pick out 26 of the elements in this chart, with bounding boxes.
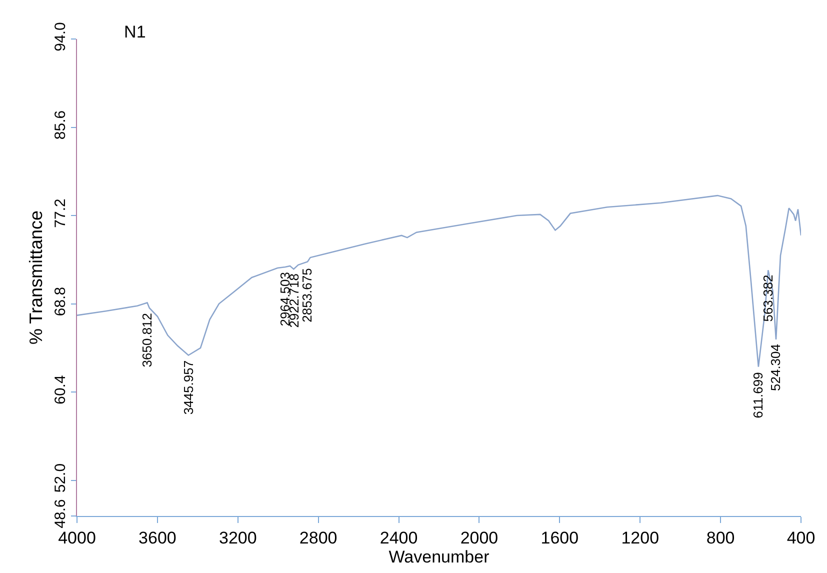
y-tick-label: 52.0 (52, 463, 69, 493)
y-tick-label: 48.6 (52, 499, 69, 528)
x-tick-label: 3600 (138, 528, 176, 548)
x-tick-label: 2800 (299, 528, 338, 548)
chart-title: N1 (124, 22, 146, 42)
x-tick-label: 3200 (218, 528, 257, 548)
annotation: 611.699 (750, 372, 766, 418)
y-tick-label: 85.6 (52, 110, 69, 140)
y-tick-label: 77.2 (52, 198, 69, 228)
y-tick-label: 60.4 (52, 375, 69, 404)
x-tick-label: 4000 (58, 528, 96, 548)
annotation: 3445.957 (181, 360, 196, 415)
y-tick-label: 68.8 (52, 286, 69, 316)
y-tick-label: 94.0 (52, 22, 69, 52)
x-tick-label: 1200 (621, 528, 660, 548)
annotation: 563.382 (760, 274, 776, 322)
annotation: 3650.812 (139, 312, 154, 368)
x-tick-label: 1600 (540, 528, 579, 548)
x-tick-label: 2400 (380, 528, 418, 548)
annotation: 2853.675 (300, 268, 315, 322)
x-axis-title: Wavenumber (388, 547, 490, 566)
x-tick-label: 800 (706, 528, 735, 548)
x-tick-label: 400 (786, 528, 816, 548)
annotation: 524.304 (768, 344, 784, 391)
x-tick-label: 2000 (460, 528, 498, 548)
y-axis-title: % Transmittance (26, 210, 46, 345)
